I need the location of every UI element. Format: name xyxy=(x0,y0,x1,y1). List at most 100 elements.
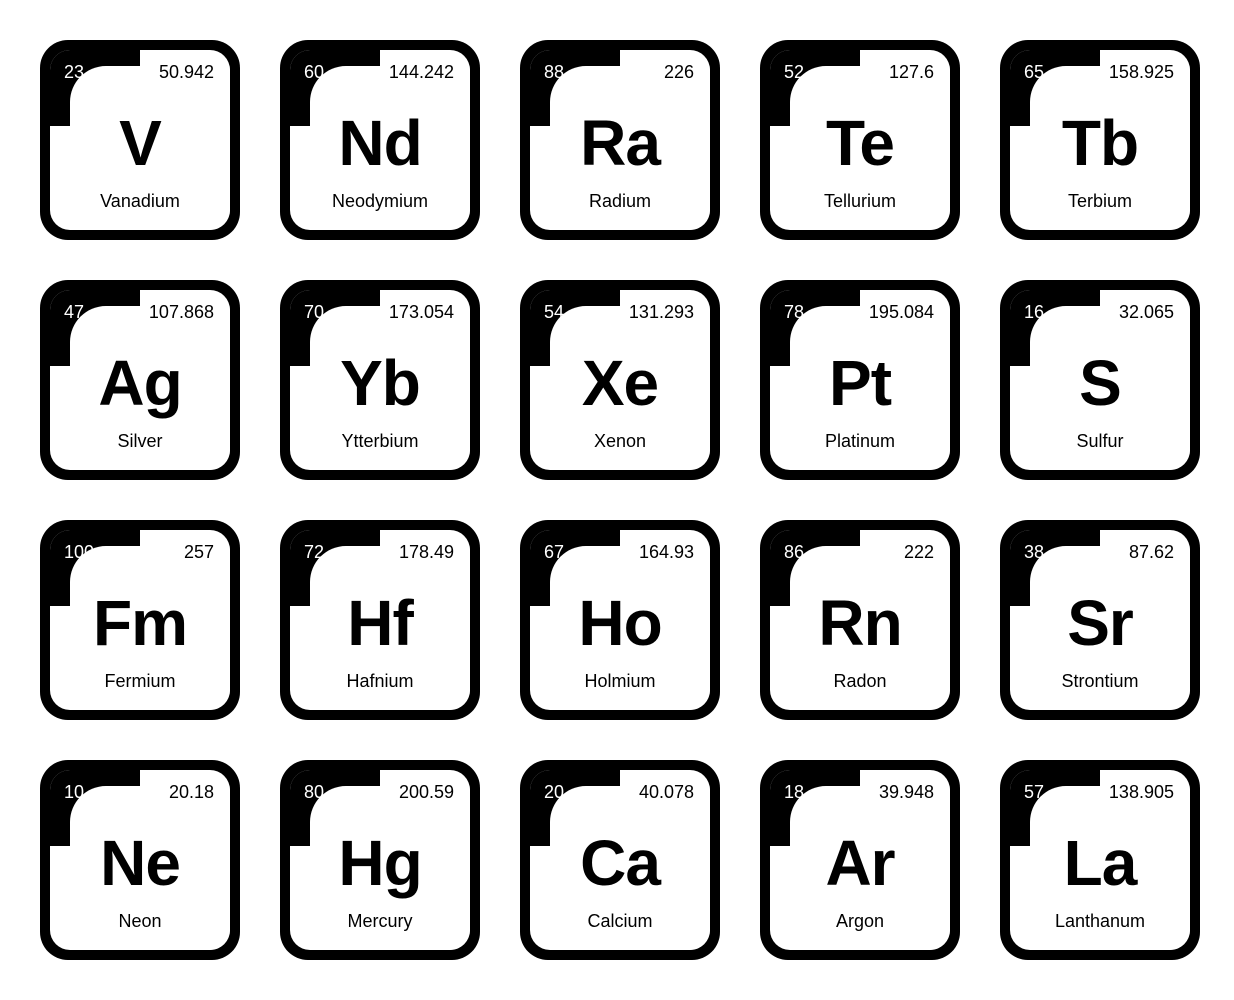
atomic-mass: 257 xyxy=(184,542,214,563)
element-name: Vanadium xyxy=(50,191,230,212)
element-symbol: Hg xyxy=(290,826,470,900)
atomic-mass: 164.93 xyxy=(639,542,694,563)
element-name: Calcium xyxy=(530,911,710,932)
atomic-number: 47 xyxy=(64,302,84,323)
element-tile: 10 20.18 Ne Neon xyxy=(40,760,240,960)
element-tile: 47 107.868 Ag Silver xyxy=(40,280,240,480)
element-symbol: La xyxy=(1010,826,1190,900)
element-tile: 65 158.925 Tb Terbium xyxy=(1000,40,1200,240)
element-tile: 72 178.49 Hf Hafnium xyxy=(280,520,480,720)
element-tile: 52 127.6 Te Tellurium xyxy=(760,40,960,240)
atomic-number: 10 xyxy=(64,782,84,803)
atomic-mass: 173.054 xyxy=(389,302,454,323)
element-symbol: Yb xyxy=(290,346,470,420)
element-name: Xenon xyxy=(530,431,710,452)
element-name: Silver xyxy=(50,431,230,452)
element-name: Sulfur xyxy=(1010,431,1190,452)
atomic-number: 88 xyxy=(544,62,564,83)
atomic-number: 67 xyxy=(544,542,564,563)
element-name: Mercury xyxy=(290,911,470,932)
tile-inner: 70 173.054 Yb Ytterbium xyxy=(290,290,470,470)
tile-inner: 88 226 Ra Radium xyxy=(530,50,710,230)
atomic-mass: 20.18 xyxy=(169,782,214,803)
element-name: Radon xyxy=(770,671,950,692)
element-name: Fermium xyxy=(50,671,230,692)
tile-inner: 60 144.242 Nd Neodymium xyxy=(290,50,470,230)
element-tile: 57 138.905 La Lanthanum xyxy=(1000,760,1200,960)
tile-inner: 65 158.925 Tb Terbium xyxy=(1010,50,1190,230)
element-name: Tellurium xyxy=(770,191,950,212)
element-symbol: S xyxy=(1010,346,1190,420)
tile-inner: 78 195.084 Pt Platinum xyxy=(770,290,950,470)
element-tile: 70 173.054 Yb Ytterbium xyxy=(280,280,480,480)
atomic-number: 86 xyxy=(784,542,804,563)
element-symbol: Pt xyxy=(770,346,950,420)
atomic-number: 70 xyxy=(304,302,324,323)
atomic-number: 100 xyxy=(64,542,94,563)
atomic-mass: 144.242 xyxy=(389,62,454,83)
tile-inner: 54 131.293 Xe Xenon xyxy=(530,290,710,470)
element-tile: 23 50.942 V Vanadium xyxy=(40,40,240,240)
element-tile: 60 144.242 Nd Neodymium xyxy=(280,40,480,240)
element-tile: 88 226 Ra Radium xyxy=(520,40,720,240)
element-name: Holmium xyxy=(530,671,710,692)
atomic-number: 20 xyxy=(544,782,564,803)
atomic-number: 38 xyxy=(1024,542,1044,563)
element-symbol: Rn xyxy=(770,586,950,660)
element-symbol: Ne xyxy=(50,826,230,900)
tile-inner: 18 39.948 Ar Argon xyxy=(770,770,950,950)
element-symbol: Ar xyxy=(770,826,950,900)
atomic-mass: 195.084 xyxy=(869,302,934,323)
atomic-number: 60 xyxy=(304,62,324,83)
atomic-mass: 138.905 xyxy=(1109,782,1174,803)
atomic-mass: 40.078 xyxy=(639,782,694,803)
tile-inner: 67 164.93 Ho Holmium xyxy=(530,530,710,710)
element-symbol: Ho xyxy=(530,586,710,660)
element-symbol: Ag xyxy=(50,346,230,420)
atomic-mass: 127.6 xyxy=(889,62,934,83)
element-name: Neodymium xyxy=(290,191,470,212)
element-symbol: V xyxy=(50,106,230,180)
element-symbol: Sr xyxy=(1010,586,1190,660)
element-name: Argon xyxy=(770,911,950,932)
tile-inner: 80 200.59 Hg Mercury xyxy=(290,770,470,950)
atomic-mass: 32.065 xyxy=(1119,302,1174,323)
tile-inner: 57 138.905 La Lanthanum xyxy=(1010,770,1190,950)
element-symbol: Tb xyxy=(1010,106,1190,180)
atomic-mass: 200.59 xyxy=(399,782,454,803)
tile-inner: 10 20.18 Ne Neon xyxy=(50,770,230,950)
atomic-number: 18 xyxy=(784,782,804,803)
element-name: Lanthanum xyxy=(1010,911,1190,932)
element-symbol: Xe xyxy=(530,346,710,420)
atomic-mass: 178.49 xyxy=(399,542,454,563)
atomic-mass: 131.293 xyxy=(629,302,694,323)
element-tile: 67 164.93 Ho Holmium xyxy=(520,520,720,720)
tile-inner: 38 87.62 Sr Strontium xyxy=(1010,530,1190,710)
atomic-number: 16 xyxy=(1024,302,1044,323)
element-symbol: Hf xyxy=(290,586,470,660)
element-name: Strontium xyxy=(1010,671,1190,692)
element-name: Neon xyxy=(50,911,230,932)
atomic-number: 52 xyxy=(784,62,804,83)
element-symbol: Ra xyxy=(530,106,710,180)
atomic-number: 80 xyxy=(304,782,324,803)
tile-inner: 86 222 Rn Radon xyxy=(770,530,950,710)
atomic-mass: 222 xyxy=(904,542,934,563)
element-tile: 78 195.084 Pt Platinum xyxy=(760,280,960,480)
atomic-mass: 226 xyxy=(664,62,694,83)
atomic-mass: 50.942 xyxy=(159,62,214,83)
element-tile: 86 222 Rn Radon xyxy=(760,520,960,720)
element-name: Radium xyxy=(530,191,710,212)
element-tile: 100 257 Fm Fermium xyxy=(40,520,240,720)
tile-inner: 72 178.49 Hf Hafnium xyxy=(290,530,470,710)
element-symbol: Ca xyxy=(530,826,710,900)
element-symbol: Fm xyxy=(50,586,230,660)
tile-inner: 16 32.065 S Sulfur xyxy=(1010,290,1190,470)
tile-inner: 23 50.942 V Vanadium xyxy=(50,50,230,230)
element-tile: 80 200.59 Hg Mercury xyxy=(280,760,480,960)
element-symbol: Nd xyxy=(290,106,470,180)
element-name: Hafnium xyxy=(290,671,470,692)
element-tile: 54 131.293 Xe Xenon xyxy=(520,280,720,480)
atomic-mass: 87.62 xyxy=(1129,542,1174,563)
element-grid: 23 50.942 V Vanadium 60 144.242 Nd Neody… xyxy=(0,0,1234,1000)
